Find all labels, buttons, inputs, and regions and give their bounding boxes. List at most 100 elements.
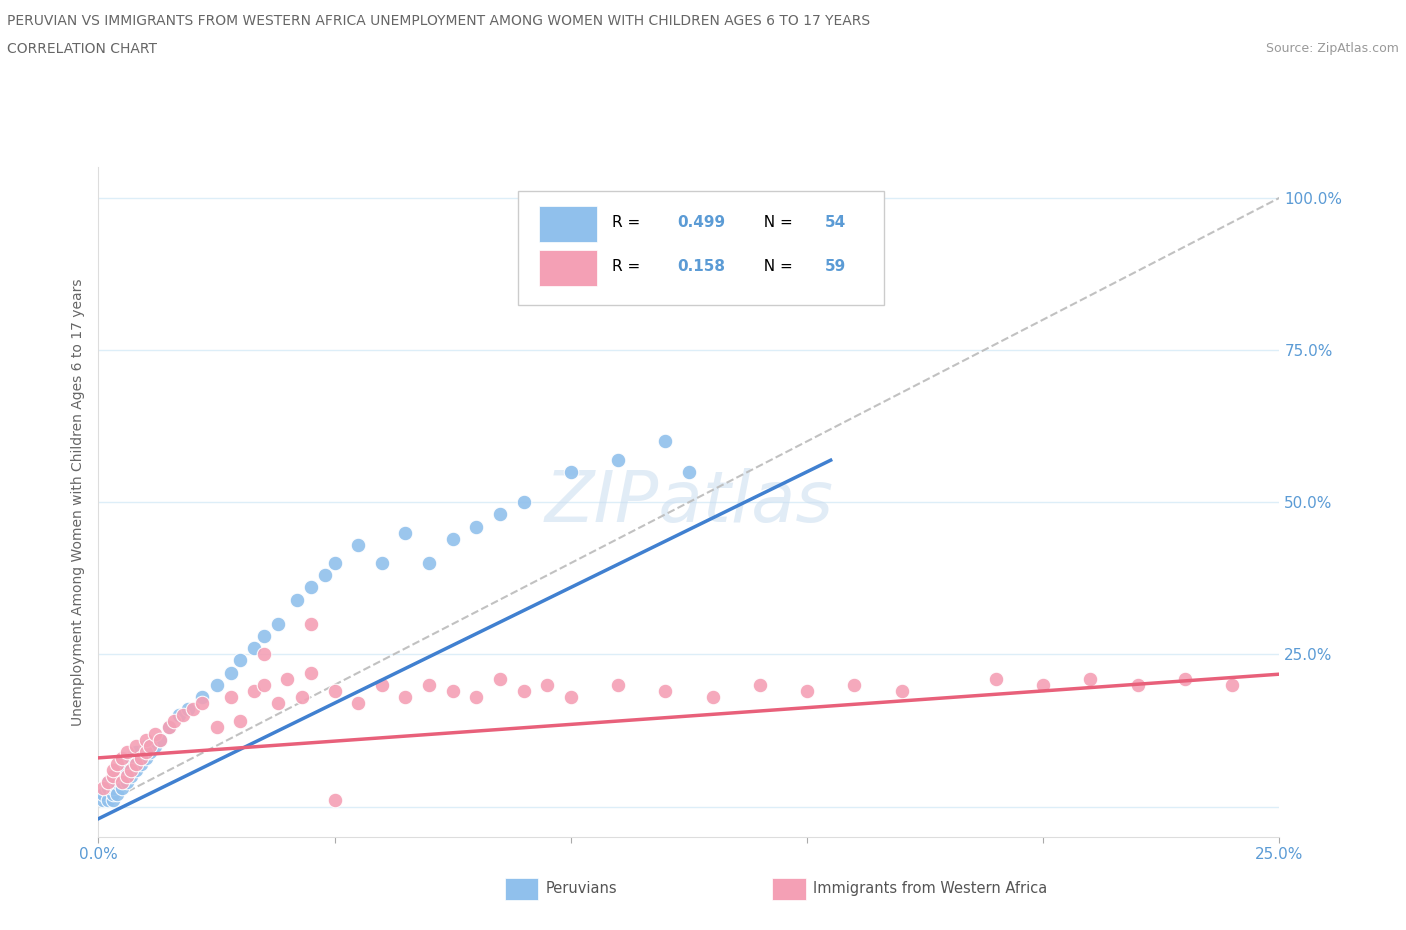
Point	[418, 555, 440, 570]
Point	[489, 671, 512, 686]
Point	[97, 781, 120, 796]
Point	[181, 702, 204, 717]
Point	[253, 647, 276, 662]
FancyBboxPatch shape	[517, 191, 884, 305]
Point	[111, 775, 134, 790]
Point	[115, 769, 138, 784]
Point	[172, 708, 194, 723]
Point	[135, 732, 157, 747]
Point	[1032, 677, 1054, 692]
Point	[394, 525, 416, 540]
Text: R =: R =	[612, 215, 645, 230]
Point	[678, 464, 700, 479]
Point	[267, 617, 290, 631]
Point	[105, 775, 128, 790]
Text: 0.158: 0.158	[678, 259, 725, 274]
Point	[125, 738, 148, 753]
Point	[125, 763, 148, 777]
Point	[135, 738, 157, 753]
Text: N =: N =	[754, 259, 797, 274]
Point	[191, 689, 214, 704]
Point	[121, 763, 143, 777]
Point	[139, 738, 162, 753]
Text: Peruvians: Peruvians	[546, 881, 617, 896]
Point	[299, 580, 322, 595]
Point	[560, 464, 582, 479]
Point	[253, 677, 276, 692]
Text: 54: 54	[825, 215, 846, 230]
Point	[1080, 671, 1102, 686]
Text: R =: R =	[612, 259, 645, 274]
Point	[135, 744, 157, 759]
Point	[205, 720, 228, 735]
Point	[299, 617, 322, 631]
Point	[129, 751, 152, 765]
Point	[465, 689, 488, 704]
Point	[219, 689, 242, 704]
Point	[654, 434, 676, 449]
Text: CORRELATION CHART: CORRELATION CHART	[7, 42, 157, 56]
Point	[139, 744, 162, 759]
Point	[890, 684, 912, 698]
Point	[394, 689, 416, 704]
Point	[115, 744, 138, 759]
Point	[111, 781, 134, 796]
Point	[101, 769, 124, 784]
Point	[129, 756, 152, 771]
Point	[143, 738, 166, 753]
Point	[243, 684, 266, 698]
Point	[441, 531, 464, 546]
Point	[97, 775, 120, 790]
Point	[276, 671, 298, 686]
Point	[135, 751, 157, 765]
Point	[418, 677, 440, 692]
Text: Immigrants from Western Africa: Immigrants from Western Africa	[813, 881, 1047, 896]
Point	[371, 555, 394, 570]
Point	[167, 708, 190, 723]
Point	[111, 751, 134, 765]
Point	[347, 538, 370, 552]
Point	[371, 677, 394, 692]
Text: Source: ZipAtlas.com: Source: ZipAtlas.com	[1265, 42, 1399, 55]
Point	[323, 555, 346, 570]
Point	[243, 641, 266, 656]
Y-axis label: Unemployment Among Women with Children Ages 6 to 17 years: Unemployment Among Women with Children A…	[72, 278, 86, 726]
Point	[101, 793, 124, 808]
Point	[105, 763, 128, 777]
Point	[101, 769, 124, 784]
Point	[290, 689, 312, 704]
FancyBboxPatch shape	[538, 206, 596, 243]
Point	[267, 696, 290, 711]
Point	[111, 769, 134, 784]
Point	[163, 714, 186, 729]
Point	[101, 787, 124, 802]
Point	[1174, 671, 1197, 686]
Point	[111, 756, 134, 771]
Point	[844, 677, 866, 692]
FancyBboxPatch shape	[538, 250, 596, 286]
Point	[143, 726, 166, 741]
Point	[512, 495, 534, 510]
Point	[91, 787, 114, 802]
Point	[101, 763, 124, 777]
Point	[536, 677, 558, 692]
Text: 0.499: 0.499	[678, 215, 725, 230]
Text: 59: 59	[825, 259, 846, 274]
Point	[115, 775, 138, 790]
Point	[125, 744, 148, 759]
Point	[1126, 677, 1149, 692]
Point	[702, 239, 724, 254]
Point	[121, 769, 143, 784]
Point	[314, 568, 336, 583]
Point	[441, 684, 464, 698]
Point	[149, 732, 172, 747]
Point	[97, 775, 120, 790]
Point	[91, 793, 114, 808]
Point	[125, 756, 148, 771]
Point	[101, 781, 124, 796]
Text: PERUVIAN VS IMMIGRANTS FROM WESTERN AFRICA UNEMPLOYMENT AMONG WOMEN WITH CHILDRE: PERUVIAN VS IMMIGRANTS FROM WESTERN AFRI…	[7, 14, 870, 28]
Point	[115, 763, 138, 777]
Point	[157, 720, 180, 735]
Point	[253, 629, 276, 644]
Point	[347, 696, 370, 711]
